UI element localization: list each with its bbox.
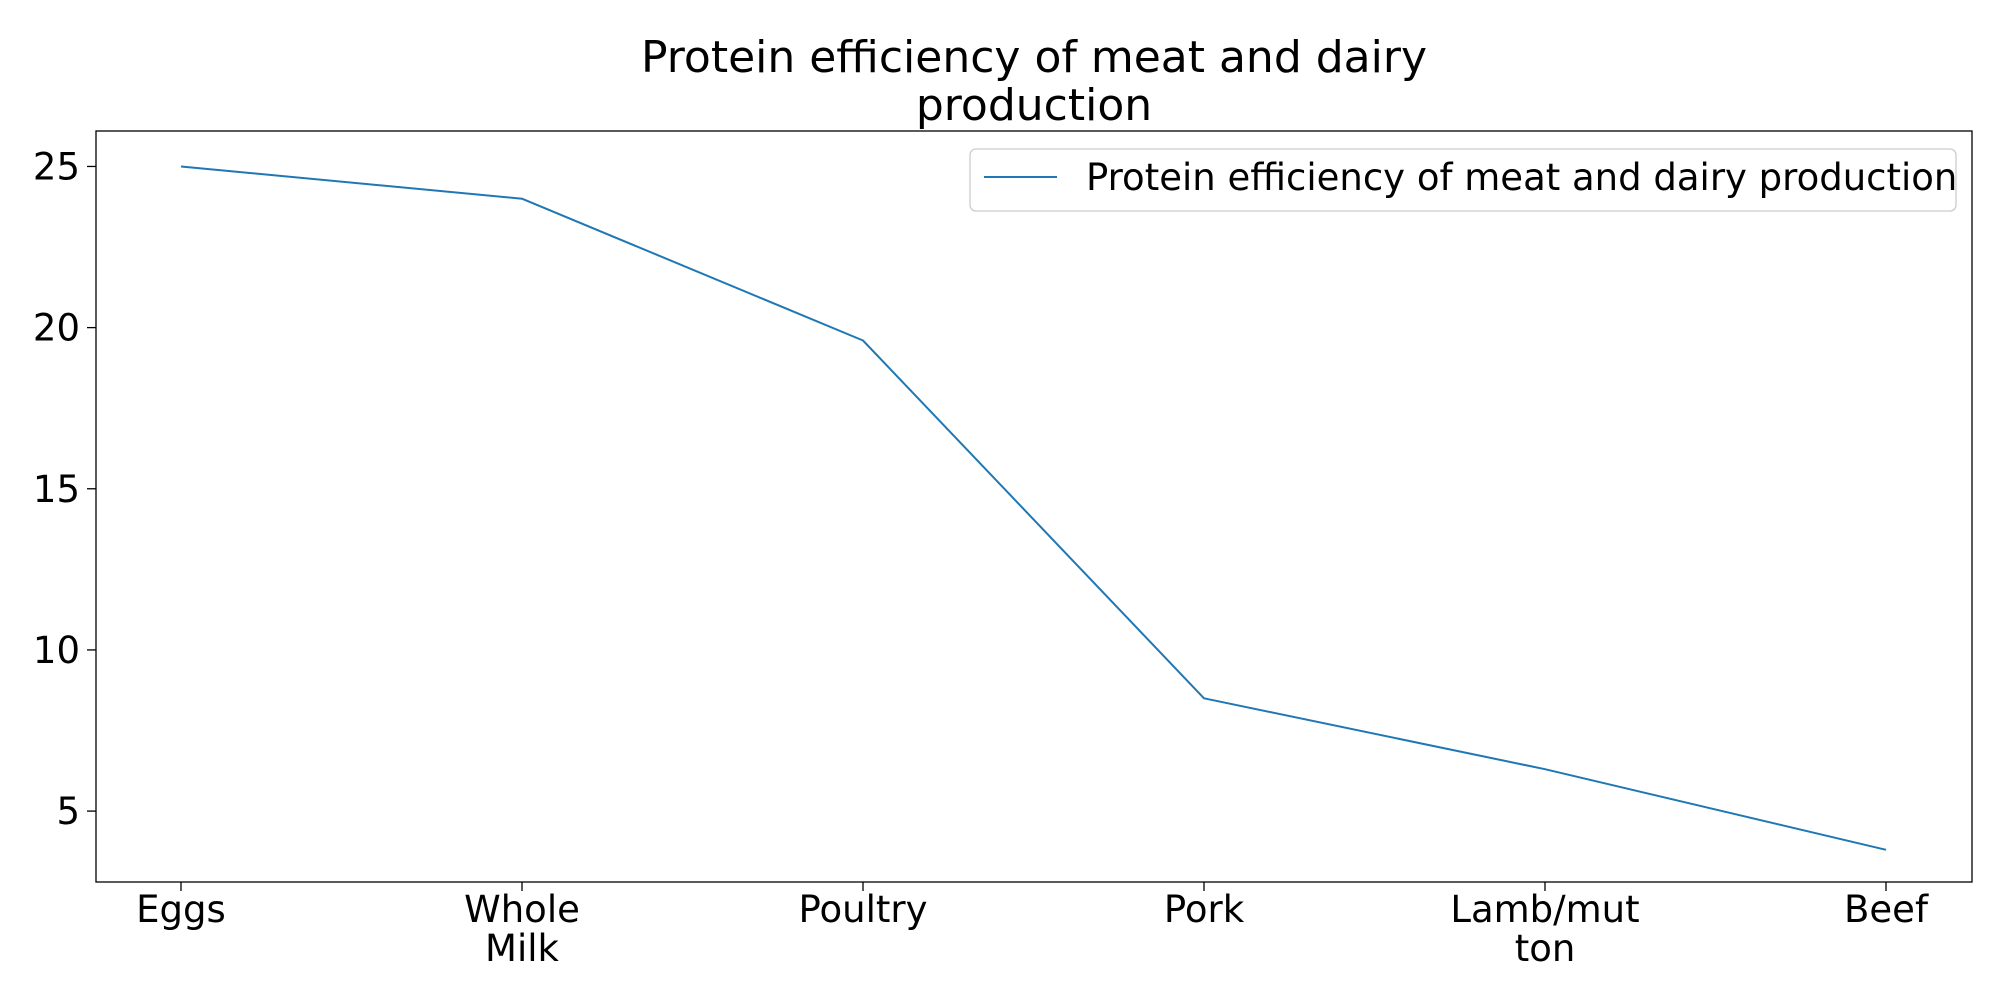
- x-tick-label: Poultry: [799, 888, 928, 931]
- x-tick-label: Lamb/mut: [1450, 888, 1639, 931]
- plot-frame: [95, 130, 1973, 883]
- y-tick-label: 10: [33, 629, 80, 672]
- legend: Protein efficiency of meat and dairy pro…: [969, 148, 1957, 212]
- x-tick-label: Milk: [485, 927, 559, 970]
- x-tick-label: Pork: [1164, 888, 1245, 931]
- series-lines: [180, 165, 1887, 851]
- legend-label: Protein efficiency of meat and dairy pro…: [1086, 156, 1957, 199]
- series-line: [180, 165, 1887, 851]
- y-axis: 5 10 15 20 25: [33, 145, 96, 833]
- x-tick-label: ton: [1515, 927, 1576, 970]
- chart-title: Protein efficiency of meat and dairyprod…: [641, 32, 1427, 131]
- y-tick-label: 25: [33, 145, 80, 188]
- x-tick-label: Whole: [464, 888, 580, 931]
- legend-box: [969, 148, 1957, 212]
- chart-title-line: production: [916, 80, 1152, 131]
- y-tick-label: 20: [33, 307, 80, 350]
- y-tick-label: 5: [56, 790, 80, 833]
- x-tick-label: Eggs: [136, 888, 226, 931]
- y-tick-label: 15: [33, 468, 80, 511]
- x-tick-label: Beef: [1844, 888, 1929, 931]
- chart-title-line: Protein efficiency of meat and dairy: [641, 32, 1427, 83]
